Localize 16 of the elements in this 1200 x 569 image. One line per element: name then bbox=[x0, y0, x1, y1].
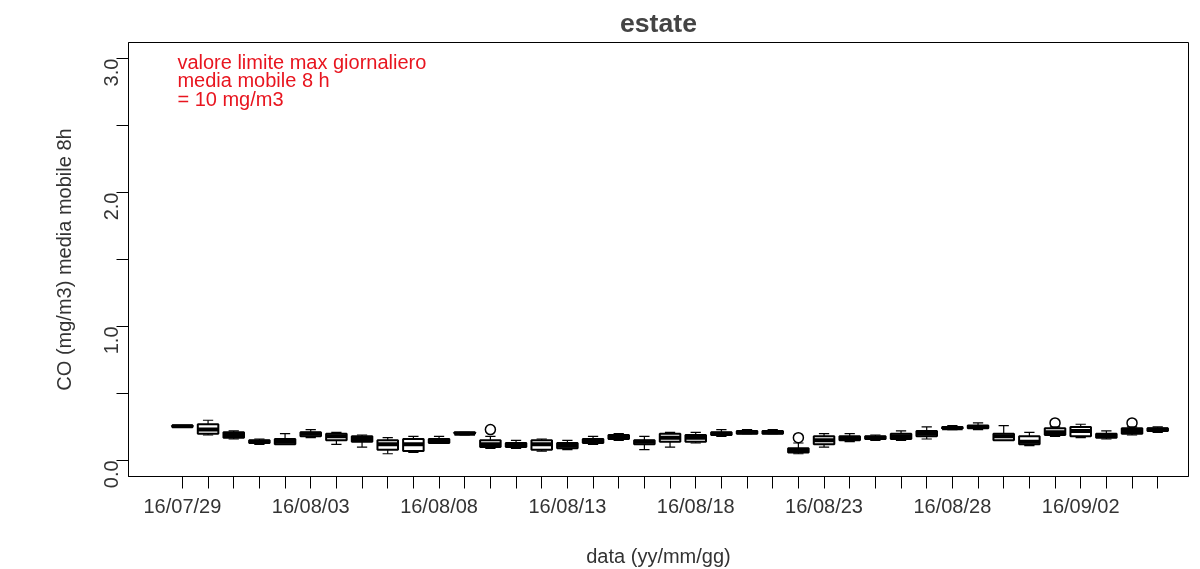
chart-title: estate bbox=[619, 7, 698, 38]
x-tick-label: 16/08/23 bbox=[785, 494, 863, 517]
x-tick-label: 16/08/28 bbox=[913, 494, 992, 517]
x-tick-label: 16/08/18 bbox=[656, 494, 735, 517]
x-tick-label: 16/07/29 bbox=[143, 494, 222, 517]
y-tick-label: 2.0 bbox=[100, 192, 123, 221]
x-tick-label: 16/08/03 bbox=[271, 494, 350, 517]
x-axis-title: data (yy/mm/gg) bbox=[586, 544, 731, 567]
y-tick-label: 1.0 bbox=[100, 326, 123, 355]
x-tick-label: 16/09/02 bbox=[1041, 494, 1120, 517]
annotation: valore limite max giornaliero media mobile 8 h = 10 mg/m3 bbox=[177, 50, 427, 110]
x-tick-label: 16/08/08 bbox=[400, 494, 478, 517]
y-tick-label: 3.0 bbox=[100, 58, 123, 87]
x-tick-label: 16/08/13 bbox=[528, 494, 607, 517]
y-tick-label: 0.0 bbox=[100, 460, 123, 489]
y-axis-title: CO (mg/m3) media mobile 8h bbox=[52, 128, 75, 391]
